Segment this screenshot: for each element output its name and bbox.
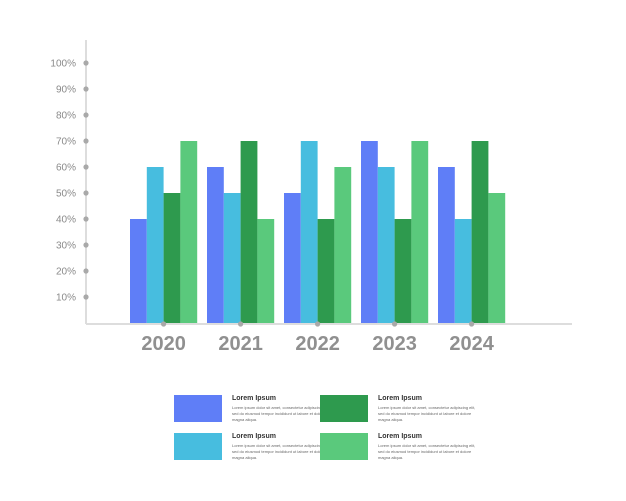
y-tick-dot bbox=[83, 60, 89, 66]
y-tick-label: 40% bbox=[56, 215, 76, 226]
bar bbox=[180, 141, 198, 323]
y-tick-dot bbox=[83, 86, 89, 92]
legend-description: Lorem ipsum dolor sit amet, consectetur … bbox=[232, 443, 330, 460]
x-tick-dot bbox=[238, 321, 244, 327]
bar bbox=[300, 141, 318, 323]
bar bbox=[411, 141, 429, 323]
x-tick-label: 2024 bbox=[449, 333, 494, 355]
y-tick-label: 80% bbox=[56, 111, 76, 122]
bar bbox=[223, 193, 241, 323]
bar bbox=[361, 141, 378, 323]
legend-title: Lorem Ipsum bbox=[232, 395, 276, 402]
x-tick-dot bbox=[469, 321, 475, 327]
bar bbox=[207, 167, 224, 323]
x-tick-dot bbox=[161, 321, 167, 327]
y-tick-label: 50% bbox=[56, 189, 76, 200]
bar bbox=[130, 219, 147, 323]
x-axis-ticks: 2020 2021 2022 2023 2024 bbox=[141, 321, 495, 355]
bar bbox=[146, 167, 164, 323]
y-axis-ticks: 10% 20% 30% 40% 50% 60% 70% 80% 90% 100% bbox=[50, 59, 89, 304]
y-tick-dot bbox=[83, 242, 89, 248]
bar bbox=[377, 167, 395, 323]
x-tick-label: 2021 bbox=[218, 333, 263, 355]
y-tick-dot bbox=[83, 268, 89, 274]
bar bbox=[454, 219, 472, 323]
bar bbox=[471, 141, 489, 323]
y-tick-label: 20% bbox=[56, 267, 76, 278]
y-tick-dot bbox=[83, 216, 89, 222]
bar bbox=[394, 219, 412, 323]
legend-swatch bbox=[320, 433, 368, 460]
bar bbox=[334, 167, 352, 323]
x-tick-label: 2022 bbox=[295, 333, 340, 355]
x-tick-label: 2020 bbox=[141, 333, 186, 355]
legend-swatch bbox=[174, 433, 222, 460]
y-tick-dot bbox=[83, 190, 89, 196]
y-tick-label: 90% bbox=[56, 85, 76, 96]
bar bbox=[257, 219, 275, 323]
legend-description: Lorem ipsum dolor sit amet, consectetur … bbox=[232, 405, 330, 422]
y-tick-dot bbox=[83, 138, 89, 144]
legend-description: Lorem ipsum dolor sit amet, consectetur … bbox=[378, 443, 476, 460]
bars-group bbox=[130, 141, 506, 323]
legend-swatch bbox=[320, 395, 368, 422]
y-tick-label: 60% bbox=[56, 163, 76, 174]
bar bbox=[240, 141, 258, 323]
bar bbox=[438, 167, 455, 323]
y-tick-dot bbox=[83, 112, 89, 118]
x-tick-dot bbox=[315, 321, 321, 327]
bar-chart: 10% 20% 30% 40% 50% 60% 70% 80% 90% 100% 2020 2021… bbox=[50, 40, 572, 355]
bar bbox=[488, 193, 506, 323]
x-tick-label: 2023 bbox=[372, 333, 417, 355]
y-tick-label: 30% bbox=[56, 241, 76, 252]
y-tick-label: 10% bbox=[56, 293, 76, 304]
legend-title: Lorem Ipsum bbox=[378, 433, 422, 440]
y-tick-dot bbox=[83, 164, 89, 170]
legend-title: Lorem Ipsum bbox=[378, 395, 422, 402]
legend-swatch bbox=[174, 395, 222, 422]
y-tick-label: 70% bbox=[56, 137, 76, 148]
bar bbox=[284, 193, 301, 323]
legend-description: Lorem ipsum dolor sit amet, consectetur … bbox=[378, 405, 476, 422]
x-tick-dot bbox=[392, 321, 398, 327]
y-tick-label: 100% bbox=[50, 59, 76, 70]
y-tick-dot bbox=[83, 294, 89, 300]
bar bbox=[163, 193, 181, 323]
bar bbox=[317, 219, 335, 323]
legend-title: Lorem Ipsum bbox=[232, 433, 276, 440]
